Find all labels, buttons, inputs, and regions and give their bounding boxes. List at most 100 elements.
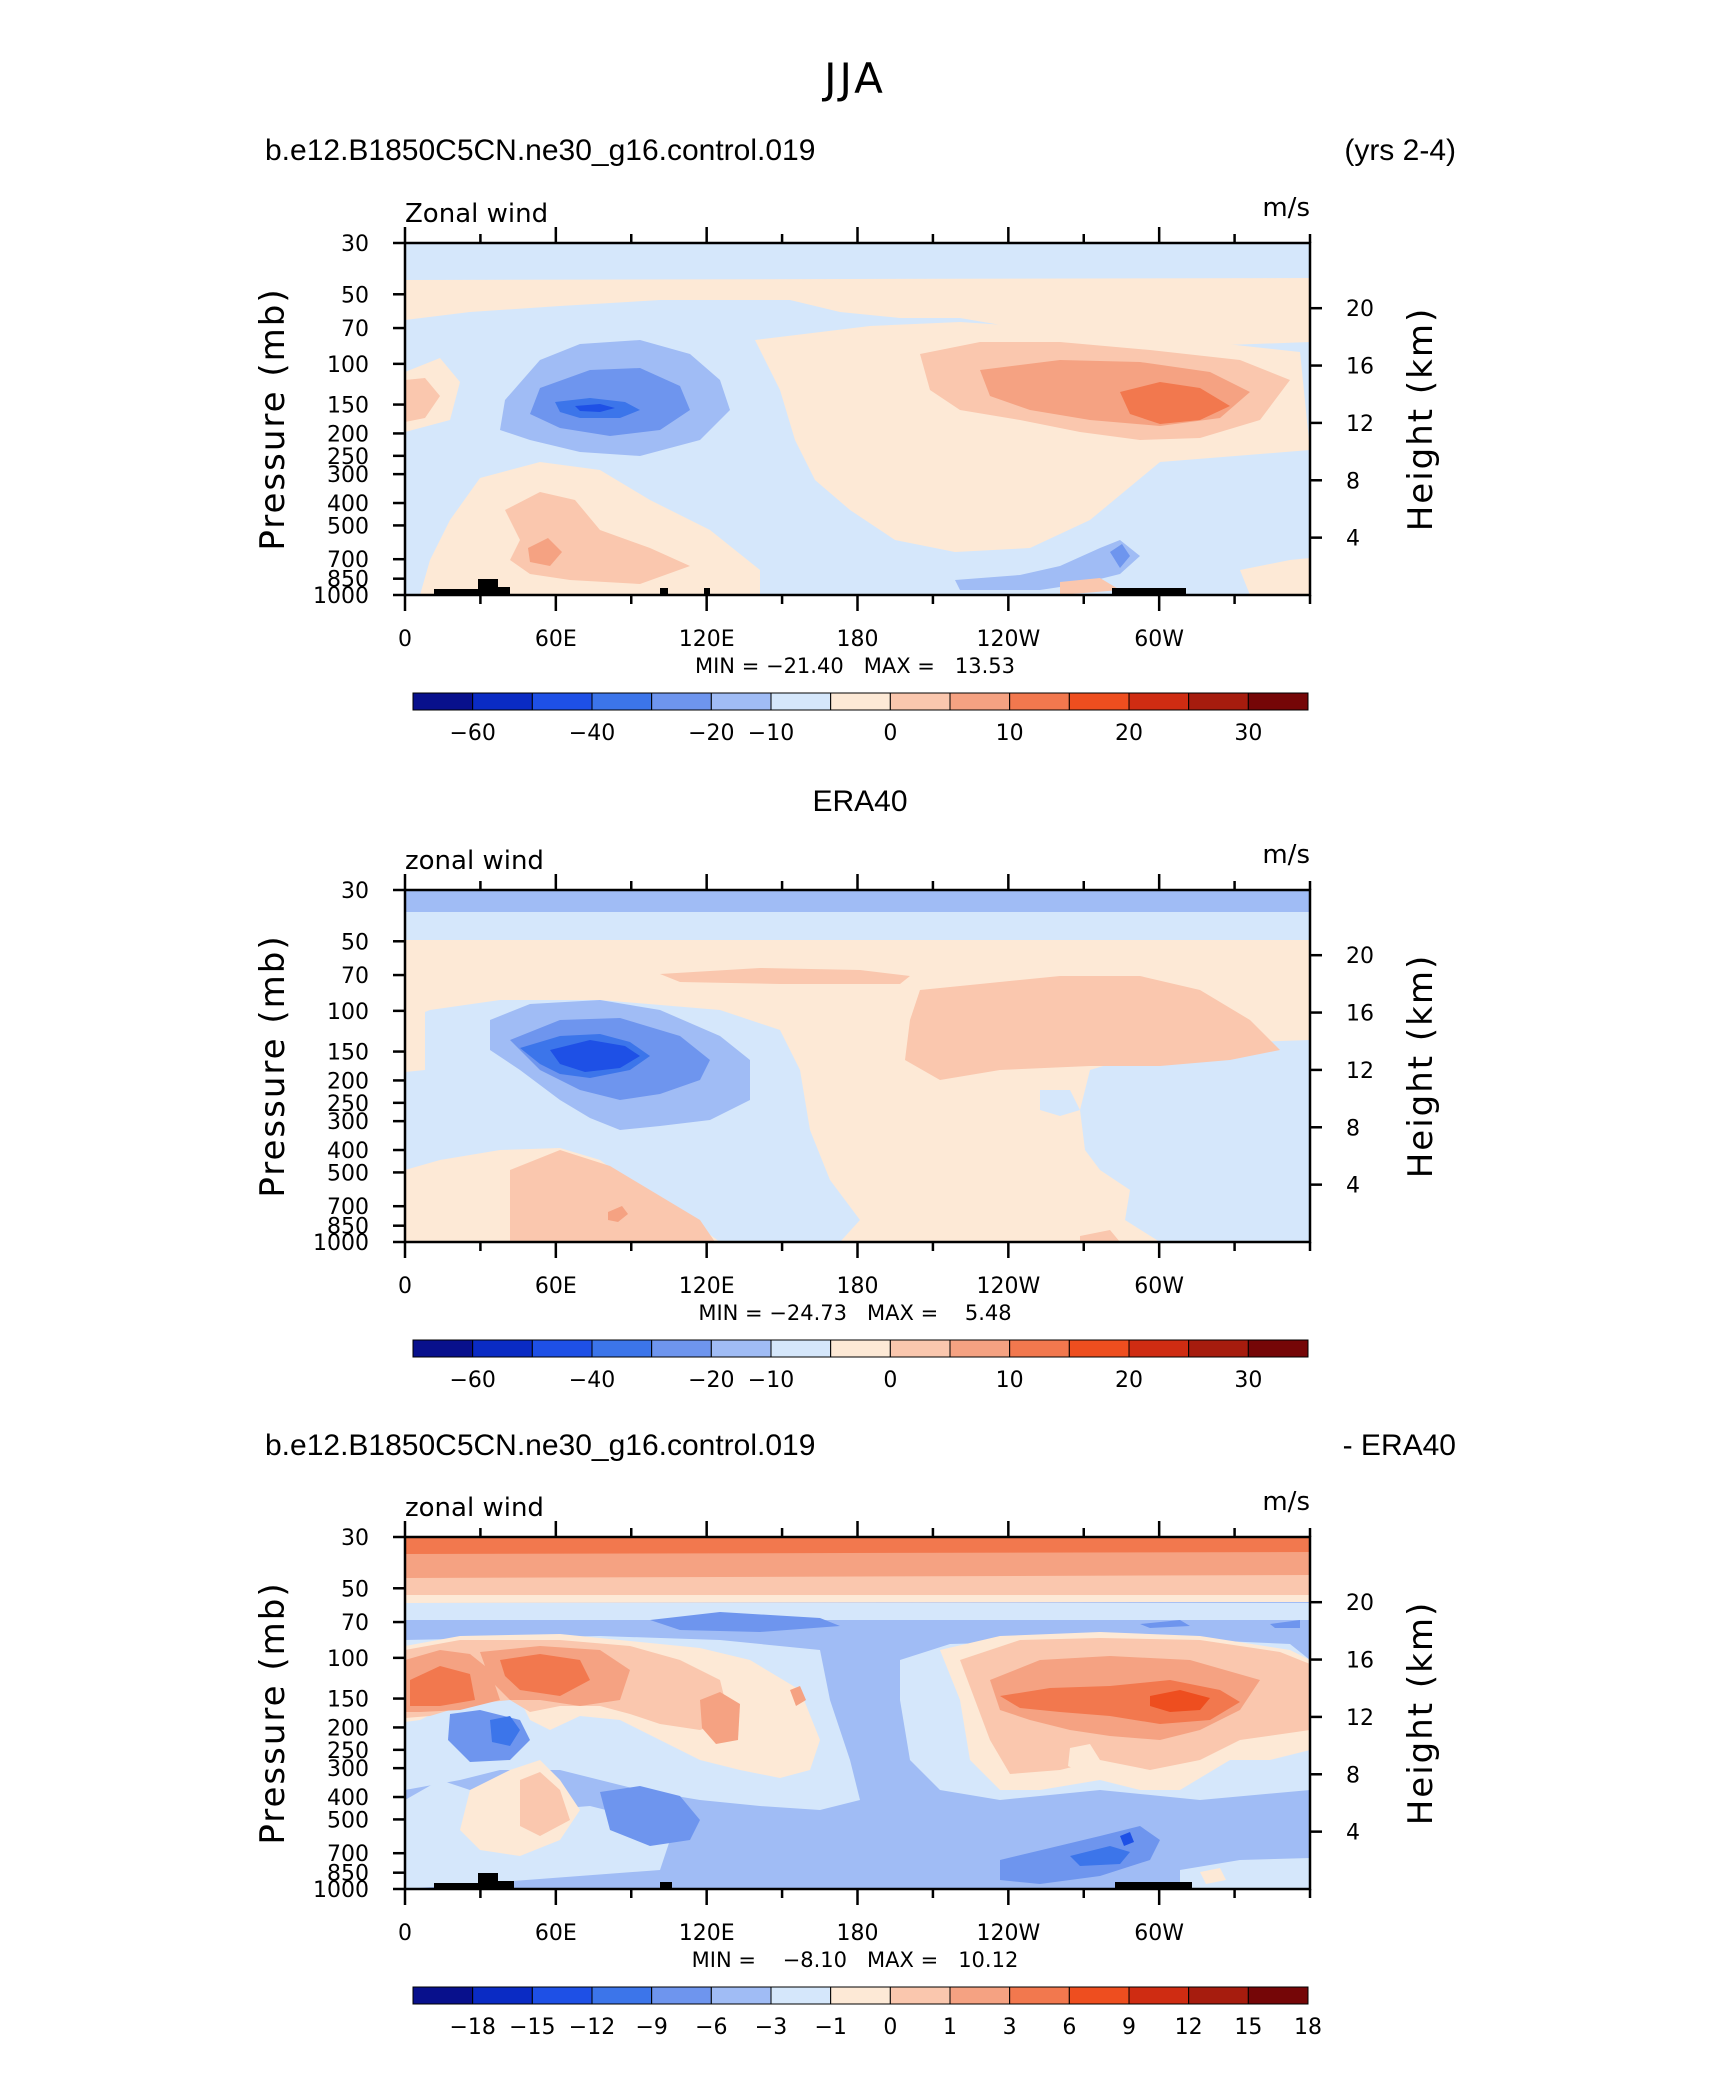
panel-3-colorbar: −18 −15 −12 −9 −6 −3 −1 0 1 3 6 9 12 15 18 bbox=[412, 1986, 1322, 2040]
panel-1-right-title: (yrs 2-4) bbox=[1344, 134, 1456, 167]
panel-1-low-east-10 bbox=[1110, 544, 1130, 568]
panel-1-jet-core bbox=[1120, 382, 1230, 424]
panel-2-top-band bbox=[405, 890, 1310, 912]
colorbar-tick-label: 18 bbox=[1294, 2015, 1322, 2040]
y-tick-label: 100 bbox=[327, 1647, 369, 1672]
y-tick-label: 250 bbox=[327, 445, 369, 470]
colorbar-tick-label: −6 bbox=[695, 2015, 727, 2040]
x-tick-label: 0 bbox=[398, 627, 412, 652]
colorbar-swatch bbox=[591, 1339, 653, 1358]
colorbar-tick-label: 12 bbox=[1175, 2015, 1203, 2040]
y-tick-label: 500 bbox=[327, 1808, 369, 1833]
y-tick-label: 300 bbox=[327, 463, 369, 488]
y-tick-label: 400 bbox=[327, 492, 369, 517]
y-tick-label: 100 bbox=[327, 1000, 369, 1025]
colorbar-swatch bbox=[1247, 1986, 1309, 2005]
panel-1-colorbar: −60 −40 −20 −10 0 10 20 30 bbox=[412, 692, 1309, 746]
colorbar-swatch bbox=[1068, 1986, 1130, 2005]
panel-2-ylabel: Pressure (mb) bbox=[253, 934, 293, 1197]
colorbar-swatch bbox=[1188, 1986, 1249, 2005]
colorbar-swatch bbox=[1128, 1339, 1190, 1358]
y-tick-label: 1000 bbox=[313, 584, 369, 609]
panel-1-surface-bump-1 bbox=[1060, 578, 1120, 595]
panel-3-surface-pos-dot bbox=[1200, 1868, 1226, 1884]
colorbar-swatch bbox=[412, 1986, 474, 2005]
colorbar-swatch bbox=[1068, 692, 1130, 711]
y-tick-label: 500 bbox=[327, 514, 369, 539]
panel-2-east-lobe bbox=[905, 976, 1280, 1080]
colorbar-swatch bbox=[651, 692, 712, 711]
panel-1-lower-lobe-core bbox=[528, 538, 562, 566]
panel-3-west-pos-6-c bbox=[700, 1692, 740, 1744]
x-tick-label: 120W bbox=[976, 1921, 1040, 1946]
panel-3-top-band-1 bbox=[405, 1595, 1310, 1603]
panel-3-west-pos-6-d bbox=[790, 1686, 806, 1706]
panel-3-left-title: b.e12.B1850C5CN.ne30_g16.control.019 bbox=[265, 1429, 815, 1462]
colorbar-swatch bbox=[1188, 1339, 1249, 1358]
colorbar-tick-label: 20 bbox=[1115, 721, 1143, 746]
panel-1-easterly-core bbox=[575, 404, 615, 412]
panel-2-ylabel-right: Height (km) bbox=[1401, 954, 1441, 1179]
colorbar-swatch bbox=[531, 692, 593, 711]
y-tick-label: 30 bbox=[341, 1526, 369, 1551]
colorbar-swatch bbox=[1247, 692, 1309, 711]
y-tick-label: 1000 bbox=[313, 1231, 369, 1256]
y2-tick-label: 4 bbox=[1346, 527, 1360, 552]
y-tick-label: 100 bbox=[327, 353, 369, 378]
y-tick-label: 200 bbox=[327, 1716, 369, 1741]
panel-3-light-band bbox=[405, 1603, 1310, 1620]
panel-2-west-strip bbox=[405, 1000, 425, 1072]
colorbar-swatch bbox=[830, 1339, 891, 1358]
colorbar-tick-label: 1 bbox=[943, 2015, 957, 2040]
panel-3-minmax: MIN = −8.10 MAX = 10.12 bbox=[692, 1948, 1019, 1972]
colorbar-swatch bbox=[830, 1986, 891, 2005]
y-tick-label: 1000 bbox=[313, 1878, 369, 1903]
panel-2: ERA40 zonal wind m/s 0 60E 120E 180 120W 60W 3… bbox=[253, 785, 1441, 1393]
colorbar-swatch bbox=[710, 1339, 772, 1358]
colorbar-swatch bbox=[889, 1339, 951, 1358]
panel-1-low-east-5 bbox=[955, 540, 1140, 590]
colorbar-swatch bbox=[770, 692, 832, 711]
colorbar-tick-label: 30 bbox=[1234, 1368, 1262, 1393]
y-tick-label: 50 bbox=[341, 283, 369, 308]
colorbar-tick-label: −9 bbox=[635, 2015, 667, 2040]
panel-2-mid-blue bbox=[1040, 1090, 1080, 1116]
colorbar-swatch bbox=[472, 692, 533, 711]
y2-tick-label: 4 bbox=[1346, 1821, 1360, 1846]
y2-tick-label: 8 bbox=[1346, 1116, 1360, 1141]
x-tick-label: 60E bbox=[535, 1921, 577, 1946]
panel-3-low-pos-3 bbox=[520, 1772, 570, 1836]
colorbar-tick-label: −18 bbox=[449, 2015, 495, 2040]
y2-tick-label: 20 bbox=[1346, 297, 1374, 322]
panel-2-lower-lobe-core bbox=[608, 1206, 628, 1222]
panel-2-easterly-core bbox=[550, 1040, 640, 1072]
colorbar-tick-label: −10 bbox=[748, 721, 794, 746]
colorbar-swatch bbox=[472, 1986, 533, 2005]
panel-3-neg-strip bbox=[650, 1612, 840, 1632]
panel-3-neg-9-dot bbox=[1120, 1832, 1134, 1846]
colorbar-tick-label: −40 bbox=[569, 721, 615, 746]
panel-3-neg-6-a bbox=[490, 1716, 520, 1746]
y-tick-label: 70 bbox=[341, 1611, 369, 1636]
colorbar-swatch bbox=[1009, 692, 1070, 711]
panel-3-neg-6-b bbox=[1070, 1846, 1130, 1866]
colorbar-tick-label: −60 bbox=[449, 1368, 495, 1393]
y-tick-label: 30 bbox=[341, 879, 369, 904]
colorbar-swatch bbox=[889, 1986, 951, 2005]
panel-2-contours bbox=[405, 890, 1310, 1242]
x-tick-label: 120E bbox=[679, 627, 735, 652]
colorbar-tick-label: −20 bbox=[688, 1368, 734, 1393]
panel-3-west-pos-9-b bbox=[500, 1654, 590, 1696]
colorbar-tick-label: 9 bbox=[1122, 2015, 1136, 2040]
y-tick-label: 400 bbox=[327, 1786, 369, 1811]
x-tick-label: 120W bbox=[976, 627, 1040, 652]
panel-2-field-label: zonal wind bbox=[405, 846, 544, 876]
y-tick-label: 70 bbox=[341, 317, 369, 342]
colorbar-swatch bbox=[949, 1986, 1011, 2005]
y-tick-label: 250 bbox=[327, 1092, 369, 1117]
colorbar-swatch bbox=[651, 1339, 712, 1358]
colorbar-tick-label: −20 bbox=[688, 721, 734, 746]
colorbar-swatch bbox=[591, 1986, 653, 2005]
colorbar-tick-label: 6 bbox=[1062, 2015, 1076, 2040]
